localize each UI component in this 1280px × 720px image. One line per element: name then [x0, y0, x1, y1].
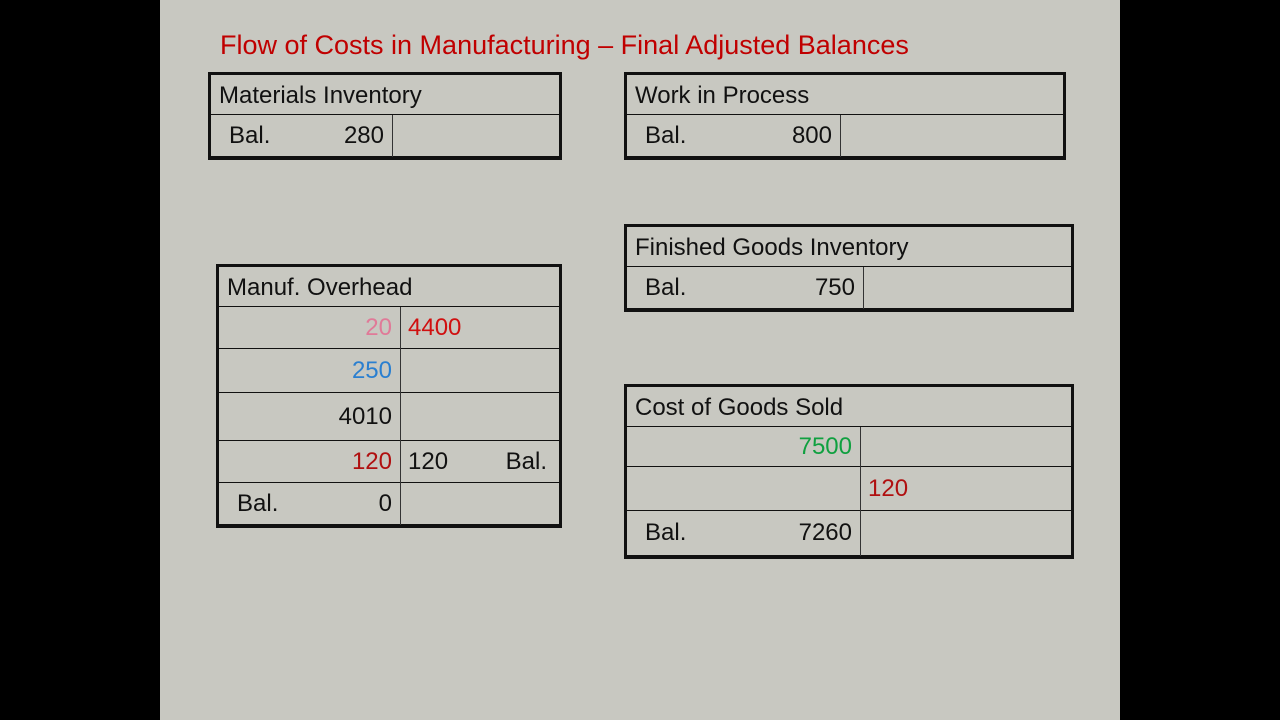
- t-account-divider: [860, 427, 861, 556]
- ledger-row: 250: [219, 349, 559, 393]
- debit-amount: 0: [378, 489, 392, 517]
- debit-amount: 250: [351, 356, 392, 384]
- debit-amount: 4010: [338, 402, 392, 430]
- debit-label: Bal.: [645, 121, 687, 149]
- t-account-manuf-overhead: Manuf. Overhead 20 4400 250 4010 120 120 Bal. Ba…: [216, 264, 562, 528]
- ledger-row: 20 4400: [219, 307, 559, 349]
- credit-label: Bal.: [505, 447, 547, 475]
- t-account-divider: [392, 115, 393, 157]
- account-title: Finished Goods Inventory: [627, 227, 1071, 267]
- account-title: Manuf. Overhead: [219, 267, 559, 307]
- ledger-row: Bal. 0: [219, 483, 559, 525]
- debit-amount: 800: [791, 121, 832, 149]
- slide-title: Flow of Costs in Manufacturing – Final A…: [220, 30, 909, 60]
- debit-label: Bal.: [237, 489, 279, 517]
- ledger-row: 4010: [219, 393, 559, 441]
- t-account-cost-of-goods-sold: Cost of Goods Sold 7500 120 Bal. 7260: [624, 384, 1074, 559]
- t-account-work-in-process: Work in Process Bal. 800: [624, 72, 1066, 160]
- account-title: Materials Inventory: [211, 75, 559, 115]
- debit-amount: 750: [814, 273, 855, 301]
- ledger-row: Bal. 280: [211, 115, 559, 157]
- debit-amount: 7500: [798, 432, 852, 460]
- debit-label: Bal.: [645, 519, 687, 546]
- ledger-row: 120 120 Bal.: [219, 441, 559, 483]
- debit-amount: 20: [365, 313, 392, 341]
- t-account-materials-inventory: Materials Inventory Bal. 280: [208, 72, 562, 160]
- t-account-divider: [840, 115, 841, 157]
- ledger-row: Bal. 7260: [627, 511, 1071, 556]
- credit-amount: 120: [868, 474, 909, 502]
- ledger-row: Bal. 750: [627, 267, 1071, 309]
- credit-amount: 4400: [408, 313, 462, 341]
- t-account-divider: [400, 307, 401, 525]
- debit-amount: 7260: [798, 519, 852, 546]
- account-title: Work in Process: [627, 75, 1063, 115]
- credit-amount: 120: [408, 447, 449, 475]
- debit-amount: 120: [351, 447, 392, 475]
- t-account-divider: [863, 267, 864, 309]
- ledger-row: 7500: [627, 427, 1071, 467]
- account-title: Cost of Goods Sold: [627, 387, 1071, 427]
- ledger-row: 120: [627, 467, 1071, 511]
- t-account-finished-goods-inventory: Finished Goods Inventory Bal. 750: [624, 224, 1074, 312]
- debit-amount: 280: [343, 121, 384, 149]
- debit-label: Bal.: [645, 273, 687, 301]
- debit-label: Bal.: [229, 121, 271, 149]
- ledger-row: Bal. 800: [627, 115, 1063, 157]
